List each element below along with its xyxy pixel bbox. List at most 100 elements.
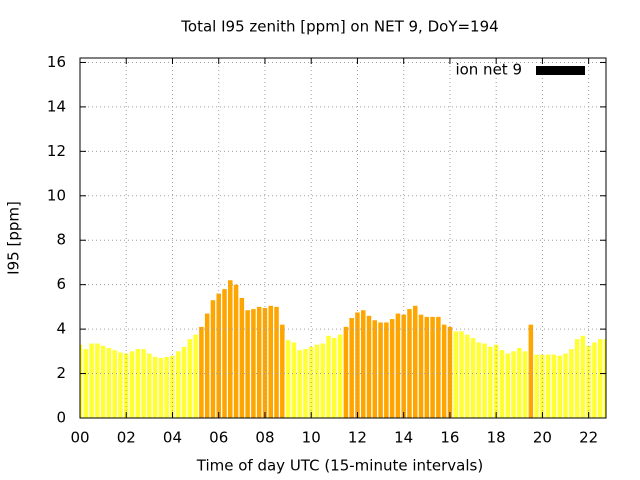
bars [80, 280, 606, 418]
bar [372, 320, 378, 418]
y-axis-label: I95 [ppm] [5, 201, 23, 275]
bar [158, 358, 164, 418]
bar [597, 339, 603, 418]
x-tick-label: 06 [209, 429, 228, 447]
bar [233, 284, 239, 418]
bar [89, 343, 94, 418]
x-tick-label: 14 [394, 429, 413, 447]
bar [118, 352, 123, 418]
x-tick-label: 02 [117, 429, 136, 447]
bar [337, 334, 343, 418]
y-tick-label: 12 [47, 142, 66, 160]
bar [511, 351, 516, 418]
bar [366, 315, 372, 418]
bar [528, 324, 534, 418]
legend-swatch [536, 66, 585, 75]
bar [505, 353, 510, 418]
bar [384, 322, 389, 418]
y-tick-label: 6 [56, 275, 66, 293]
bar [586, 345, 591, 418]
bar [349, 318, 354, 418]
bar [129, 351, 135, 418]
bar [285, 340, 291, 418]
x-tick-label: 18 [487, 429, 506, 447]
bar [378, 322, 383, 418]
bar [297, 350, 302, 418]
legend-label: ion net 9 [455, 61, 522, 79]
bar [141, 349, 146, 418]
bar [80, 344, 83, 418]
bar [563, 353, 568, 418]
bar [360, 310, 366, 418]
y-tick-label: 14 [47, 97, 66, 115]
bar [493, 344, 499, 418]
y-tick-label: 4 [56, 320, 66, 338]
bar [222, 289, 227, 418]
x-tick-label: 20 [533, 429, 552, 447]
bar [245, 310, 250, 418]
bar [303, 349, 308, 418]
bar [424, 316, 430, 418]
bar [112, 350, 117, 418]
bar [592, 342, 597, 418]
bar [135, 349, 141, 418]
bar [123, 353, 129, 418]
bar [459, 331, 464, 418]
bar [100, 345, 106, 418]
bar [545, 354, 551, 418]
x-tick-label: 22 [579, 429, 598, 447]
bar [106, 348, 112, 418]
plot-frame [79, 57, 607, 419]
bar [407, 309, 412, 418]
bar [204, 313, 210, 418]
x-tick-label: 04 [163, 429, 182, 447]
x-tick-label: 08 [255, 429, 274, 447]
x-tick-label: 10 [302, 429, 321, 447]
x-axis-label: Time of day UTC (15-minute intervals) [196, 457, 483, 475]
bar [517, 348, 522, 418]
bar [326, 335, 331, 418]
bar [534, 354, 539, 418]
bar [314, 344, 320, 418]
bar [603, 339, 606, 418]
bar [418, 314, 424, 418]
y-tick-label: 8 [56, 231, 66, 249]
bar [557, 355, 563, 418]
bar [482, 343, 487, 418]
bar [320, 343, 326, 418]
y-tick-label: 10 [47, 186, 66, 204]
bar [251, 309, 256, 418]
bar [164, 356, 169, 418]
bar [187, 339, 193, 418]
bar [291, 342, 297, 418]
x-tick-label: 00 [70, 429, 89, 447]
bar [551, 354, 557, 418]
y-tick-label: 0 [56, 409, 66, 427]
bar [280, 324, 285, 418]
bar [95, 343, 100, 418]
bar [436, 316, 441, 418]
bar [193, 334, 198, 418]
bar [256, 306, 262, 418]
bar [522, 351, 528, 418]
bar [574, 339, 580, 418]
bar [389, 319, 395, 418]
bar [441, 324, 447, 418]
bar [395, 313, 401, 418]
bar [239, 298, 245, 418]
bar [181, 346, 187, 418]
bar [343, 326, 349, 418]
bar [355, 312, 360, 418]
bar [412, 305, 418, 418]
bar [470, 338, 476, 418]
bar [499, 350, 505, 418]
y-tick-label: 2 [56, 364, 66, 382]
bar [83, 349, 89, 418]
bar [216, 293, 221, 418]
bar [476, 342, 482, 418]
bar [268, 305, 274, 418]
bar [430, 316, 435, 418]
x-tick-label: 16 [440, 429, 459, 447]
bar [152, 356, 158, 418]
